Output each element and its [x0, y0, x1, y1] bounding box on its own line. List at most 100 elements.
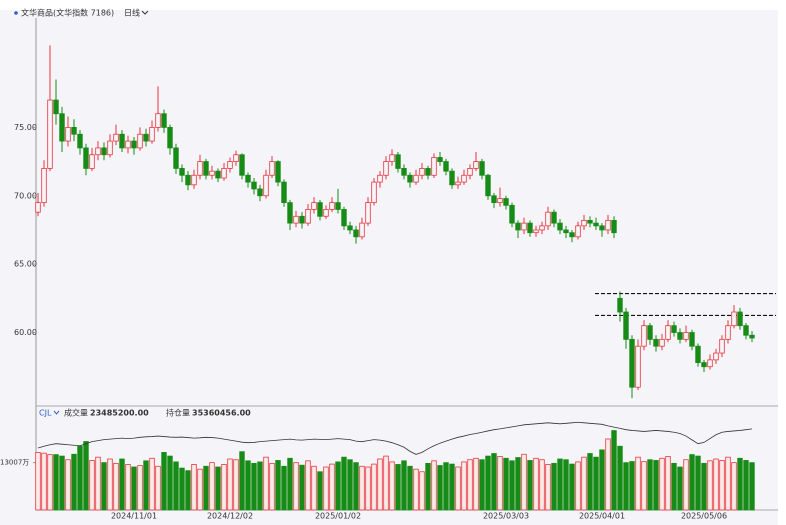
candle-body: [665, 325, 671, 340]
volume-bar: [425, 462, 431, 511]
candle-body: [233, 154, 239, 162]
candle-body: [221, 168, 227, 179]
volume-bar: [605, 438, 611, 511]
candle-body: [581, 219, 587, 227]
volume-bar: [215, 466, 221, 511]
candle-body: [533, 229, 539, 234]
volume-bar: [473, 457, 479, 511]
volume-bar: [335, 461, 341, 511]
candle-body: [659, 338, 665, 347]
candle-body: [527, 222, 533, 234]
candle-body: [425, 168, 431, 176]
candle-body: [239, 154, 245, 176]
volume-bar: [161, 452, 167, 511]
x-tick-label: 2025/04/01: [579, 512, 625, 521]
volume-bar: [659, 457, 665, 511]
volume-bar: [209, 462, 215, 511]
y-tick-label: 75.00: [14, 123, 37, 132]
candle-body: [101, 147, 107, 156]
volume-bar: [107, 458, 113, 511]
x-tick-label: 2025/05/06: [681, 512, 727, 521]
volume-bar: [179, 467, 185, 511]
candle-body: [203, 161, 209, 176]
volume-bar: [287, 457, 293, 511]
volume-bar: [611, 430, 617, 511]
candle-body: [389, 154, 395, 162]
candle-body: [509, 204, 515, 224]
indicator-name[interactable]: CJL: [39, 409, 52, 418]
candle-body: [275, 161, 281, 183]
volume-bar: [689, 454, 695, 511]
candle-body: [383, 161, 389, 176]
candle-body: [731, 311, 737, 327]
volume-bar: [353, 462, 359, 511]
candle-body: [35, 202, 41, 213]
volume-bar: [317, 471, 323, 511]
volume-bar: [269, 462, 275, 511]
volume-bar: [677, 466, 683, 511]
candle-body: [503, 198, 509, 206]
candle-body: [593, 222, 599, 227]
volume-bar: [719, 460, 725, 511]
candle-body: [629, 338, 635, 388]
candle-body: [713, 352, 719, 361]
volume-bar: [89, 460, 95, 511]
volume-bar: [197, 468, 203, 511]
volume-bar: [221, 464, 227, 511]
volume-bar: [245, 460, 251, 511]
candle-body: [359, 222, 365, 238]
candle-body: [677, 332, 683, 340]
candle-body: [353, 229, 359, 238]
volume-bar: [509, 460, 515, 511]
volume-bar: [173, 461, 179, 511]
dropdown-icon[interactable]: [141, 10, 149, 15]
volume-bar: [557, 458, 563, 511]
volume-bar: [593, 456, 599, 511]
dropdown-icon[interactable]: [53, 410, 60, 415]
y-tick-label: 13007万: [0, 459, 29, 467]
candle-body: [185, 174, 191, 186]
volume-bar: [281, 465, 287, 511]
volume-bar: [491, 453, 497, 511]
volume-bar: [665, 456, 671, 511]
candle-body: [71, 126, 77, 135]
candle-body: [455, 181, 461, 186]
candle-body: [293, 215, 299, 224]
volume-bar: [263, 456, 269, 511]
volume-bar: [545, 464, 551, 511]
volume-bar: [623, 462, 629, 511]
volume-bar: [299, 464, 305, 511]
candle-body: [431, 157, 437, 176]
volume-bar: [359, 465, 365, 511]
candle-body: [605, 219, 611, 231]
candle-body: [365, 202, 371, 224]
volume-bar: [497, 456, 503, 511]
candle-body: [701, 362, 707, 368]
x-tick-label: 2025/01/02: [315, 512, 361, 521]
candle-body: [161, 113, 167, 128]
candle-body: [131, 140, 137, 149]
volume-bar: [371, 463, 377, 511]
volume-bar: [227, 458, 233, 511]
candle-body: [335, 202, 341, 210]
candle-body: [287, 202, 293, 224]
volume-bar: [59, 455, 65, 511]
volume-bar: [617, 445, 623, 511]
volume-bar: [275, 460, 281, 511]
volume-bar: [581, 456, 587, 511]
candle-body: [317, 202, 323, 217]
volume-bar: [671, 462, 677, 511]
volume-bar: [305, 460, 311, 511]
volume-bar: [695, 455, 701, 511]
volume-bar: [155, 465, 161, 511]
candle-body: [41, 168, 47, 204]
candle-body: [347, 225, 353, 231]
candle-body: [413, 174, 419, 183]
volume-bar: [413, 468, 419, 511]
volume-bar: [743, 460, 749, 511]
volume-bar: [239, 451, 245, 511]
candle-body: [95, 147, 101, 156]
candle-body: [473, 161, 479, 169]
volume-bar: [407, 465, 413, 511]
period[interactable]: 日线: [124, 8, 140, 18]
